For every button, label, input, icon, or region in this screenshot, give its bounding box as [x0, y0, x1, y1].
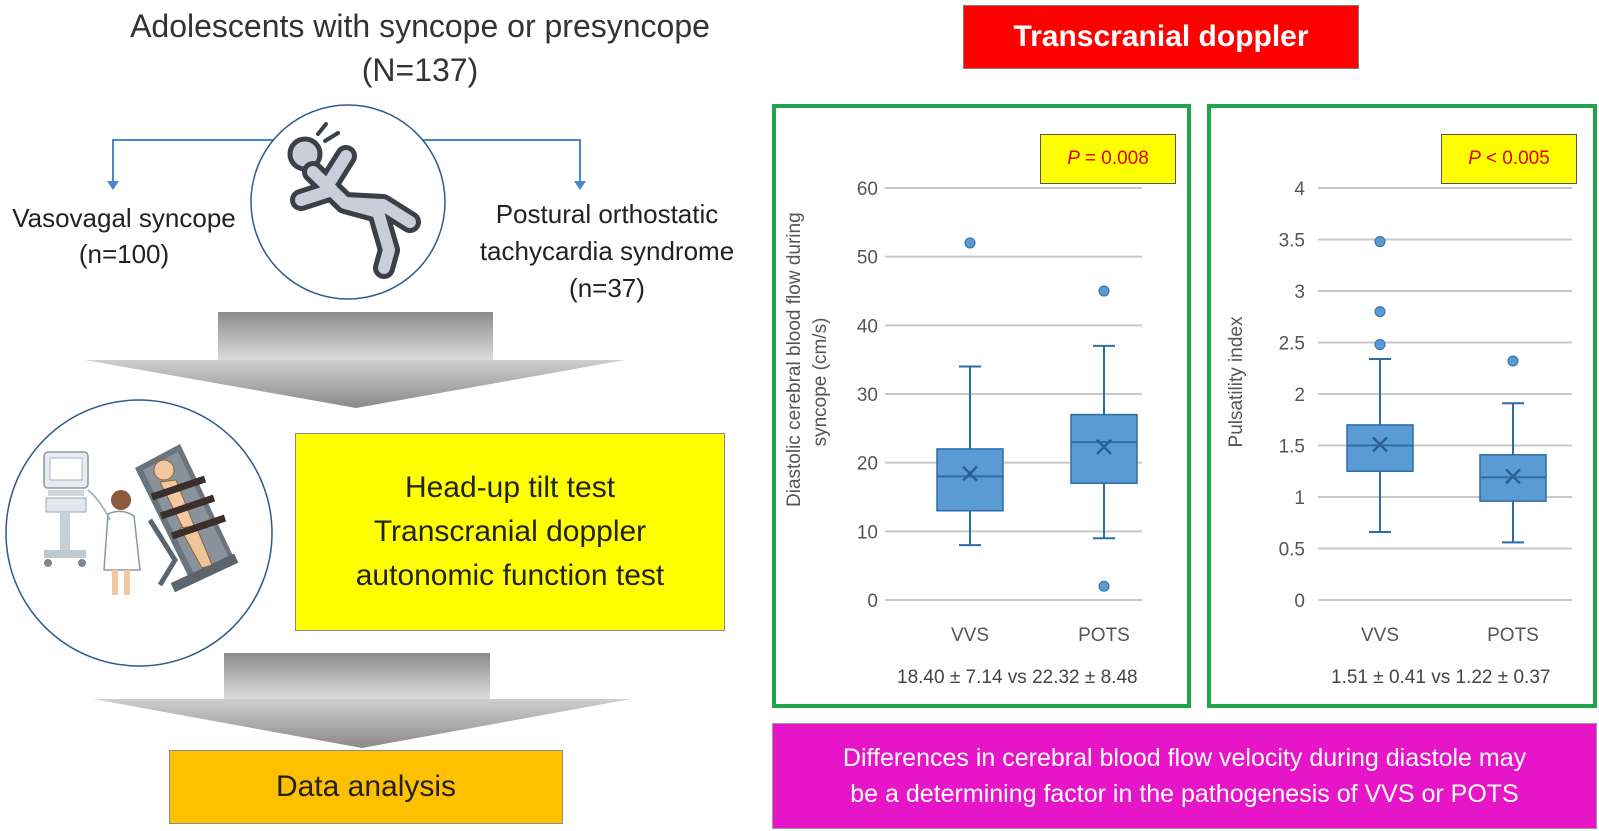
outlier-point: [964, 237, 976, 249]
data-analysis-box: Data analysis: [169, 750, 563, 824]
vvs-group-label: Vasovagal syncope (n=100): [4, 200, 244, 272]
vvs-group-count: (n=100): [78, 239, 170, 269]
tests-box: Head-up tilt test Transcranial doppler a…: [295, 433, 725, 631]
y-tick-label: 30: [857, 385, 878, 406]
y-tick-label: 1: [1294, 488, 1305, 509]
study-title: Adolescents with syncope or presyncope (…: [20, 4, 820, 92]
p-value: = 0.008: [1084, 148, 1149, 169]
outlier-point: [1507, 355, 1519, 367]
test-item: autonomic function test: [355, 559, 665, 592]
pots-group-name-1: Postural orthostatic: [495, 199, 719, 229]
y-tick-label: 60: [857, 179, 878, 200]
conclusion-line-2: be a determining factor in the pathogene…: [850, 780, 1519, 808]
p-value-box-cbf: P = 0.008: [1040, 134, 1176, 184]
mean-marker: [1372, 436, 1388, 453]
title-line-2: (N=137): [361, 52, 479, 88]
y-tick-label: 0: [867, 591, 878, 612]
y-tick-label: 3: [1294, 282, 1305, 303]
mean-marker: [1096, 438, 1112, 455]
y-tick-label: 4: [1294, 179, 1305, 200]
outlier-point: [1374, 306, 1386, 318]
outlier-point: [1098, 285, 1110, 297]
iqr-box: [936, 448, 1004, 512]
mean-marker: [1505, 468, 1521, 485]
branch-arrows: [112, 139, 581, 183]
y-tick-label: 20: [857, 454, 878, 475]
y-tick-label: 0.5: [1279, 540, 1305, 561]
y-tick-label: 40: [857, 316, 878, 337]
p-symbol: P: [1468, 148, 1481, 169]
x-category-label: VVS: [1361, 625, 1399, 646]
pots-group-label: Postural orthostatic tachycardia syndrom…: [462, 196, 752, 307]
test-item: Head-up tilt test: [404, 471, 616, 504]
y-tick-label: 50: [857, 248, 878, 269]
conclusion-box: Differences in cerebral blood flow veloc…: [772, 723, 1597, 829]
outlier-point: [1098, 580, 1110, 592]
iqr-box: [1346, 424, 1414, 472]
conclusion-line-1: Differences in cerebral blood flow veloc…: [842, 744, 1527, 772]
fainting-person-icon: [250, 104, 446, 300]
down-arrow-2: [93, 653, 631, 748]
stat-text-pi: 1.51 ± 0.41 vs 1.22 ± 0.37: [1331, 667, 1551, 688]
y-tick-label: 10: [857, 522, 878, 543]
y-tick-label: 2.5: [1279, 334, 1305, 355]
tilt-table-exam-icon: [5, 399, 273, 667]
y-tick-label: 1.5: [1279, 437, 1305, 458]
p-value-box-pi: P < 0.005: [1441, 134, 1577, 184]
test-item: Transcranial doppler: [373, 515, 647, 548]
pots-group-name-2: tachycardia syndrome: [479, 236, 735, 266]
vvs-group-name: Vasovagal syncope: [12, 203, 236, 233]
tcd-header: Transcranial doppler: [963, 5, 1359, 69]
x-category-label: POTS: [1078, 625, 1130, 646]
p-symbol: P: [1067, 148, 1080, 169]
y-tick-label: 2: [1294, 385, 1305, 406]
y-tick-label: 3.5: [1279, 231, 1305, 252]
x-category-label: VVS: [951, 625, 989, 646]
p-value: < 0.005: [1485, 148, 1550, 169]
chart-panel-cbf: [772, 104, 1191, 708]
outlier-point: [1374, 339, 1386, 351]
flowchart-graphics: [5, 104, 631, 748]
pots-group-count: (n=37): [569, 273, 645, 303]
chart-panel-pi: [1207, 104, 1597, 708]
outlier-point: [1374, 236, 1386, 248]
y-tick-label: 0: [1294, 591, 1305, 612]
title-line-1: Adolescents with syncope or presyncope: [130, 8, 710, 44]
stat-text-cbf: 18.40 ± 7.14 vs 22.32 ± 8.48: [897, 667, 1138, 688]
down-arrow-1: [85, 312, 625, 408]
mean-marker: [962, 465, 978, 482]
x-category-label: POTS: [1487, 625, 1539, 646]
iqr-box: [1070, 413, 1138, 485]
